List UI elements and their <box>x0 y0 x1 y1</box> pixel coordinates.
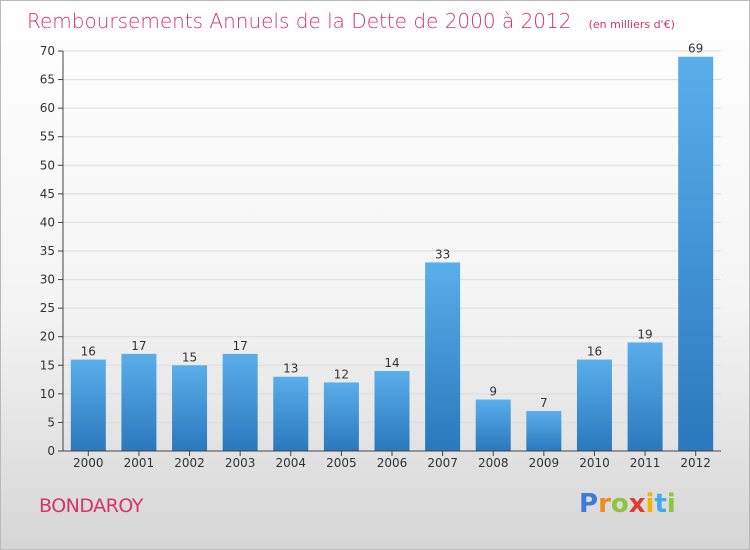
bars <box>70 56 714 451</box>
data-label: 69 <box>688 42 703 56</box>
x-tick-label: 2002 <box>174 456 205 470</box>
x-tick-label: 2011 <box>630 456 661 470</box>
y-tick-label: 45 <box>40 187 55 201</box>
bar <box>121 353 157 451</box>
commune-name: BONDAROY <box>39 495 143 517</box>
bar <box>627 342 663 451</box>
y-tick-label: 10 <box>40 387 55 401</box>
x-tick-label: 2004 <box>275 456 306 470</box>
x-tick-label: 2008 <box>478 456 509 470</box>
y-tick-label: 0 <box>47 444 55 458</box>
bar <box>323 382 359 451</box>
logo-letter: P <box>579 489 599 519</box>
data-label: 17 <box>233 339 248 353</box>
unit-note: (en milliers d'€) <box>588 18 675 31</box>
x-tick-label: 2006 <box>377 456 408 470</box>
data-labels: 16 17 15 17 13 12 14 33 9 7 16 19 69 <box>81 42 704 410</box>
data-label: 7 <box>540 396 548 410</box>
x-tick-label: 2000 <box>73 456 104 470</box>
y-tick-label: 70 <box>40 44 55 58</box>
data-label: 16 <box>81 345 96 359</box>
data-label: 13 <box>283 362 298 376</box>
bar <box>425 262 461 451</box>
logo-letter: o <box>610 489 629 519</box>
y-tick-label: 60 <box>40 101 55 115</box>
y-axis: 0 5 10 15 20 25 30 35 40 45 50 55 60 65 70 <box>40 44 64 458</box>
bar <box>222 353 258 451</box>
y-tick-label: 5 <box>47 415 55 429</box>
x-tick-label: 2003 <box>225 456 256 470</box>
data-label: 15 <box>182 350 197 364</box>
y-tick-label: 15 <box>40 358 55 372</box>
data-label: 12 <box>334 367 349 381</box>
x-tick-label: 2010 <box>579 456 610 470</box>
bar <box>526 411 562 451</box>
x-tick-label: 2005 <box>326 456 357 470</box>
chart-title-group: Remboursements Annuels de la Dette de 20… <box>27 9 675 33</box>
bar <box>374 371 410 451</box>
data-label: 19 <box>637 327 652 341</box>
y-tick-label: 65 <box>40 73 55 87</box>
y-tick-label: 35 <box>40 244 55 258</box>
logo-letter: r <box>598 489 611 519</box>
data-label: 14 <box>384 356 399 370</box>
x-tick-label: 2007 <box>427 456 458 470</box>
y-tick-label: 40 <box>40 215 55 229</box>
y-tick-label: 55 <box>40 130 55 144</box>
bar <box>70 359 106 451</box>
y-tick-label: 30 <box>40 273 55 287</box>
y-tick-label: 20 <box>40 330 55 344</box>
logo-letter: i <box>666 489 676 519</box>
y-tick-label: 25 <box>40 301 55 315</box>
bar <box>678 56 714 451</box>
data-label: 16 <box>587 345 602 359</box>
data-label: 33 <box>435 247 450 261</box>
x-tick-label: 2009 <box>529 456 560 470</box>
bar <box>576 359 612 451</box>
logo-letter: x <box>628 489 646 519</box>
bar <box>475 399 511 451</box>
y-tick-label: 50 <box>40 158 55 172</box>
data-label: 9 <box>489 385 497 399</box>
x-tick-label: 2012 <box>680 456 711 470</box>
logo-letter: i <box>645 489 655 519</box>
x-axis: 2000 2001 2002 2003 2004 2005 2006 2007 2008 2009… <box>63 450 721 470</box>
bar <box>273 376 309 451</box>
data-label: 17 <box>131 339 146 353</box>
proxiti-logo[interactable]: Proxiti <box>579 489 676 519</box>
chart-title: Remboursements Annuels de la Dette de 20… <box>27 9 572 33</box>
x-tick-label: 2001 <box>124 456 155 470</box>
logo-letter: t <box>654 489 667 519</box>
bar <box>172 365 208 451</box>
